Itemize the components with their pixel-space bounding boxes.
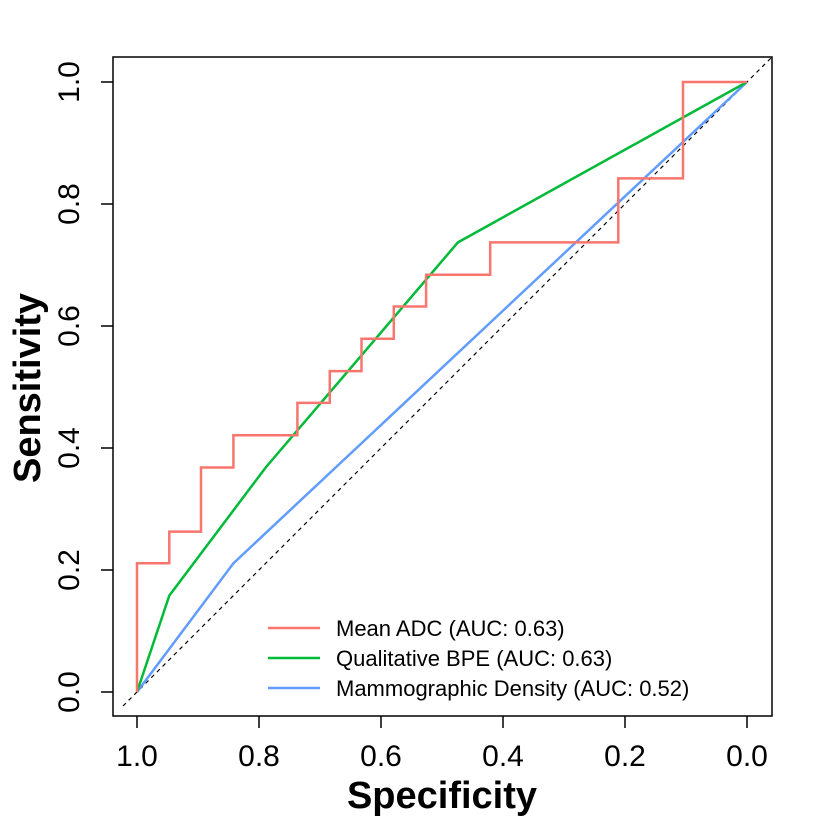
y-tick-label: 0.8 xyxy=(53,183,86,225)
x-tick-label: 0.4 xyxy=(482,740,524,773)
series-line-mean-adc xyxy=(135,80,747,692)
legend-label-mean-adc: Mean ADC (AUC: 0.63) xyxy=(336,616,565,641)
series-line-qualitative-bpe xyxy=(135,80,748,693)
x-tick-label: 1.0 xyxy=(116,740,158,773)
legend: Mean ADC (AUC: 0.63) Qualitative BPE (AU… xyxy=(268,616,689,701)
y-tick-label: 1.0 xyxy=(53,61,86,103)
x-tick-label: 0.8 xyxy=(238,740,280,773)
y-tick-label: 0.6 xyxy=(53,305,86,347)
y-tick-label: 0.2 xyxy=(53,549,86,591)
legend-label-mammographic-density: Mammographic Density (AUC: 0.52) xyxy=(336,676,689,701)
y-axis-title: Sensitivity xyxy=(7,293,49,483)
series-layer xyxy=(135,80,748,693)
x-axis-title: Specificity xyxy=(347,775,537,817)
plot-frame xyxy=(112,56,773,717)
x-tick-label: 0.2 xyxy=(604,740,646,773)
y-tick-label: 0.4 xyxy=(53,427,86,469)
axis-ticks: 1.0 0.8 0.6 0.4 0.2 0.0 0.0 0.2 0.4 0.6 0.8 1.0 xyxy=(53,61,768,773)
x-tick-label: 0.6 xyxy=(360,740,402,773)
legend-label-qualitative-bpe: Qualitative BPE (AUC: 0.63) xyxy=(336,646,612,671)
y-tick-label: 0.0 xyxy=(53,671,86,713)
x-tick-label: 0.0 xyxy=(726,740,768,773)
reference-diagonal-line xyxy=(122,57,772,707)
reference-layer xyxy=(122,57,772,707)
